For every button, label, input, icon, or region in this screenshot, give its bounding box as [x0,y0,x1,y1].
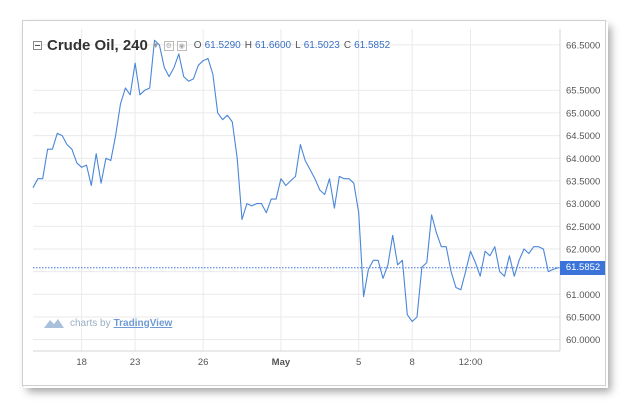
caret-down-icon[interactable]: ▼ [151,41,160,50]
y-tick-label: 63.5000 [566,176,600,187]
y-tick-label: 63.0000 [566,199,600,210]
open-value: 61.5290 [204,40,241,51]
last-price-tag: 61.5852 [560,260,605,275]
x-tick-label: 8 [410,357,415,368]
symbol-title[interactable]: Crude Oil, 240 [47,37,148,54]
close-value: 61.5852 [354,40,391,51]
chart-frame: 60.000060.500061.000061.500062.000062.50… [22,20,606,386]
x-tick-label: 5 [356,357,361,368]
y-tick-label: 60.5000 [566,312,600,323]
settings-icon[interactable]: ⚙ [163,40,174,51]
y-tick-label: 66.5000 [566,40,600,51]
y-tick-label: 64.0000 [566,154,600,165]
y-tick-label: 65.0000 [566,108,600,119]
hide-icon[interactable]: ◉ [176,40,187,51]
close-label: C [343,40,352,51]
y-tick-label: 64.5000 [566,131,600,142]
y-tick-label: 60.0000 [566,335,600,346]
y-tick-label: 65.5000 [566,86,600,97]
symbol-legend: Crude Oil, 240 ▼ ⚙ ◉ O 61.5290 H 61.6600… [33,37,390,54]
x-tick-label: 23 [130,357,141,368]
high-label: H [244,40,252,51]
tradingview-link[interactable]: TradingView [113,317,173,329]
y-tick-label: 62.0000 [566,244,600,255]
low-value: 61.5023 [303,40,340,51]
price-series-line [32,39,559,323]
x-tick-label: 18 [76,357,87,368]
price-chart[interactable]: 60.000060.500061.000061.500062.000062.50… [23,21,606,386]
attribution-prefix: charts by [70,317,111,329]
collapse-icon[interactable] [33,41,42,50]
low-label: L [295,40,301,51]
y-tick-label: 62.5000 [566,222,600,233]
tradingview-logo-icon [44,319,64,328]
open-label: O [193,40,202,51]
x-tick-label: May [272,357,291,368]
y-tick-label: 61.0000 [566,290,600,301]
x-tick-label: 12:00 [459,357,483,368]
high-value: 61.6600 [254,40,292,51]
x-tick-label: 26 [198,357,209,368]
attribution: charts by TradingView [43,317,172,329]
